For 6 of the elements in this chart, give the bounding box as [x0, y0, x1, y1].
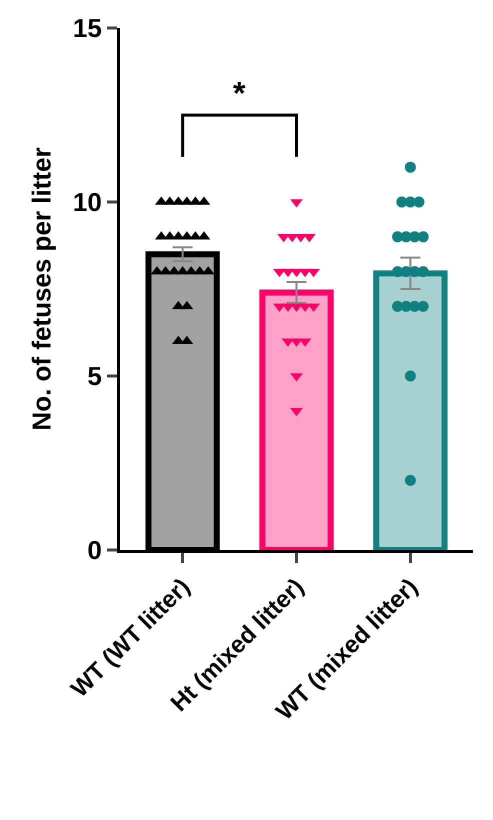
annotation: * [233, 75, 246, 111]
y-tick-label: 10 [72, 187, 102, 218]
y-tick-label: 0 [87, 535, 102, 566]
y-tick-label: 5 [87, 361, 102, 392]
y-axis-title: No. of fetuses per litter [26, 147, 56, 431]
y-tick-label: 15 [72, 13, 102, 44]
